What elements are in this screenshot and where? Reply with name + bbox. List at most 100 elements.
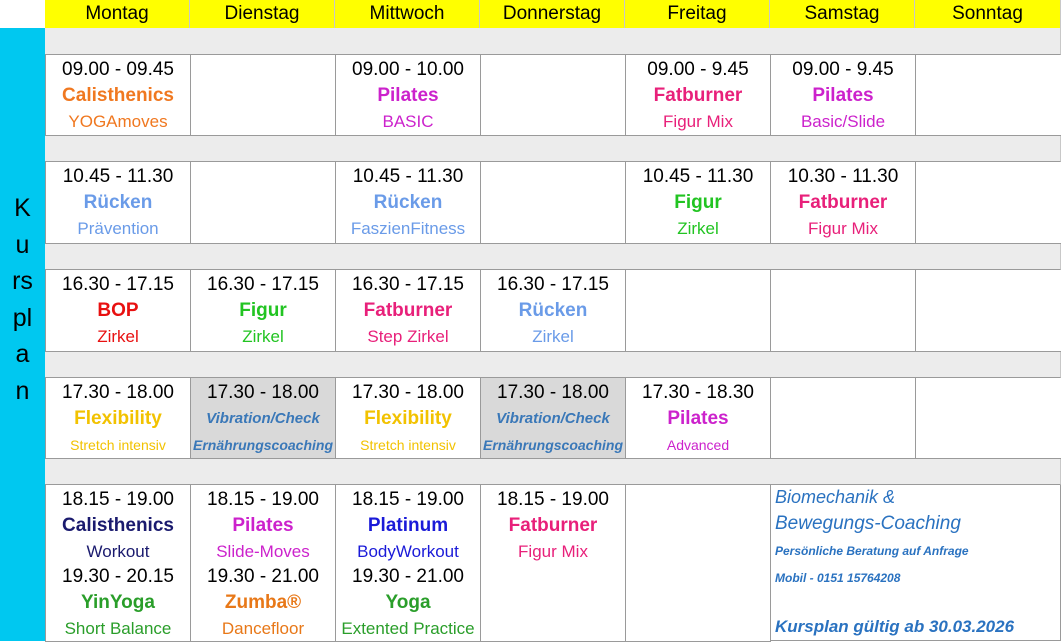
class-title: Vibration/Check	[496, 410, 610, 427]
class-title: Vibration/Check	[206, 410, 320, 427]
class-time: 09.00 - 9.45	[647, 59, 749, 80]
class-time: 09.00 - 10.00	[352, 59, 464, 80]
class-title: Pilates	[667, 408, 729, 429]
class-cell: 18.15 - 19.00 Fatburner Figur Mix	[480, 485, 626, 563]
class-cell	[190, 162, 336, 244]
class-cell	[770, 270, 916, 352]
class-cell: 10.45 - 11.30 Rücken Prävention	[45, 162, 191, 244]
day-header: Donnerstag	[480, 0, 625, 28]
class-cell	[625, 562, 771, 642]
class-title: Fatburner	[363, 300, 453, 321]
class-time: 19.30 - 20.15	[62, 566, 174, 587]
class-cell	[915, 55, 1061, 136]
class-subtitle: Dancefloor	[221, 619, 305, 638]
class-title: BOP	[97, 300, 139, 321]
class-time: 17.30 - 18.30	[642, 382, 754, 403]
class-time: 10.45 - 11.30	[352, 166, 464, 187]
class-subtitle: Short Balance	[64, 619, 172, 638]
class-cell: 17.30 - 18.00 Vibration/Check Ernährungsco…	[190, 378, 336, 459]
class-subtitle: Ernährungscoaching	[482, 437, 624, 453]
spacer-row	[45, 351, 1061, 378]
class-time: 16.30 - 17.15	[497, 274, 609, 295]
class-cell: 10.30 - 11.30 Fatburner Figur Mix	[770, 162, 916, 244]
class-time: 17.30 - 18.00	[352, 382, 464, 403]
class-cell	[190, 55, 336, 136]
class-subtitle: Figur Mix	[808, 219, 878, 238]
class-subtitle: BASIC	[382, 112, 434, 131]
class-time: 10.30 - 11.30	[787, 166, 899, 187]
class-cell	[915, 270, 1061, 352]
class-subtitle: Zirkel	[677, 219, 719, 238]
class-title: Fatburner	[798, 192, 888, 213]
class-title: Fatburner	[653, 85, 743, 106]
class-cell	[625, 485, 771, 563]
class-title: Flexibility	[364, 408, 452, 429]
class-subtitle: Figur Mix	[663, 112, 733, 131]
class-cell	[770, 378, 916, 459]
class-cell: 17.30 - 18.30 Pilates Advanced	[625, 378, 771, 459]
class-title: Pilates	[232, 515, 294, 536]
class-subtitle: Slide-Moves	[216, 542, 310, 561]
class-time: 17.30 - 18.00	[62, 382, 174, 403]
class-cell: 16.30 - 17.15 BOP Zirkel	[45, 270, 191, 352]
class-cell: 16.30 - 17.15 Figur Zirkel	[190, 270, 336, 352]
class-subtitle: BodyWorkout	[357, 542, 459, 561]
class-cell	[625, 270, 771, 352]
class-title: Pilates	[812, 85, 874, 106]
class-title: Zumba®	[224, 592, 302, 613]
class-title: Rücken	[83, 192, 153, 213]
note-box: Biomechanik & Bewegungs-Coaching Persönl…	[770, 485, 1061, 641]
class-time: 17.30 - 18.00	[497, 382, 609, 403]
class-title: Figur	[674, 192, 722, 213]
class-subtitle: Zirkel	[97, 327, 139, 346]
class-subtitle: Stretch intensiv	[70, 437, 166, 453]
class-title: Calisthenics	[62, 515, 174, 536]
note-line: Mobil - 0151 15764208	[775, 571, 901, 585]
class-time: 19.30 - 21.00	[207, 566, 319, 587]
class-time: 09.00 - 9.45	[792, 59, 894, 80]
class-subtitle: Basic/Slide	[800, 112, 886, 131]
class-cell	[915, 162, 1061, 244]
class-cell: 10.45 - 11.30 Figur Zirkel	[625, 162, 771, 244]
class-cell: 17.30 - 18.00 Flexibility Stretch intensiv	[335, 378, 481, 459]
class-title: Figur	[239, 300, 287, 321]
class-time: 16.30 - 17.15	[62, 274, 174, 295]
day-header: Mittwoch	[335, 0, 480, 28]
class-subtitle: Stretch intensiv	[360, 437, 456, 453]
class-cell: 10.45 - 11.30 Rücken FaszienFitness	[335, 162, 481, 244]
day-header: Montag	[45, 0, 190, 28]
class-cell: 17.30 - 18.00 Vibration/Check Ernährungsco…	[480, 378, 626, 459]
class-cell: 09.00 - 09.45 Calisthenics YOGAmoves	[45, 55, 191, 136]
class-subtitle: Zirkel	[242, 327, 284, 346]
class-subtitle: Advanced	[666, 437, 730, 453]
side-bar	[0, 28, 45, 641]
class-subtitle: FaszienFitness	[350, 219, 466, 238]
class-cell: 09.00 - 10.00 Pilates BASIC	[335, 55, 481, 136]
class-title: Platinum	[367, 515, 449, 536]
day-header: Sonntag	[915, 0, 1061, 28]
class-time: 10.45 - 11.30	[642, 166, 754, 187]
spacer-row	[45, 135, 1061, 162]
class-cell: 16.30 - 17.15 Rücken Zirkel	[480, 270, 626, 352]
class-cell	[480, 562, 626, 642]
note-line: Biomechanik &	[775, 487, 896, 507]
class-time: 18.15 - 19.00	[207, 489, 319, 510]
class-title: Pilates	[377, 85, 439, 106]
class-cell: 19.30 - 20.15 YinYoga Short Balance	[45, 562, 191, 642]
class-title: Yoga	[385, 592, 431, 613]
class-title: YinYoga	[81, 592, 155, 613]
class-subtitle: Zirkel	[532, 327, 574, 346]
class-cell: 18.15 - 19.00 Platinum BodyWorkout	[335, 485, 481, 563]
class-cell	[915, 378, 1061, 459]
spacer-row	[45, 458, 1061, 485]
class-cell: 18.15 - 19.00 Calisthenics Workout	[45, 485, 191, 563]
class-time: 18.15 - 19.00	[352, 489, 464, 510]
class-title: Calisthenics	[62, 85, 174, 106]
class-subtitle: Ernährungscoaching	[192, 437, 334, 453]
class-cell: 17.30 - 18.00 Flexibility Stretch intensiv	[45, 378, 191, 459]
class-time: 09.00 - 09.45	[62, 59, 174, 80]
class-cell: 16.30 - 17.15 Fatburner Step Zirkel	[335, 270, 481, 352]
class-time: 16.30 - 17.15	[207, 274, 319, 295]
class-subtitle: Extented Practice	[341, 619, 475, 638]
class-time: 18.15 - 19.00	[497, 489, 609, 510]
